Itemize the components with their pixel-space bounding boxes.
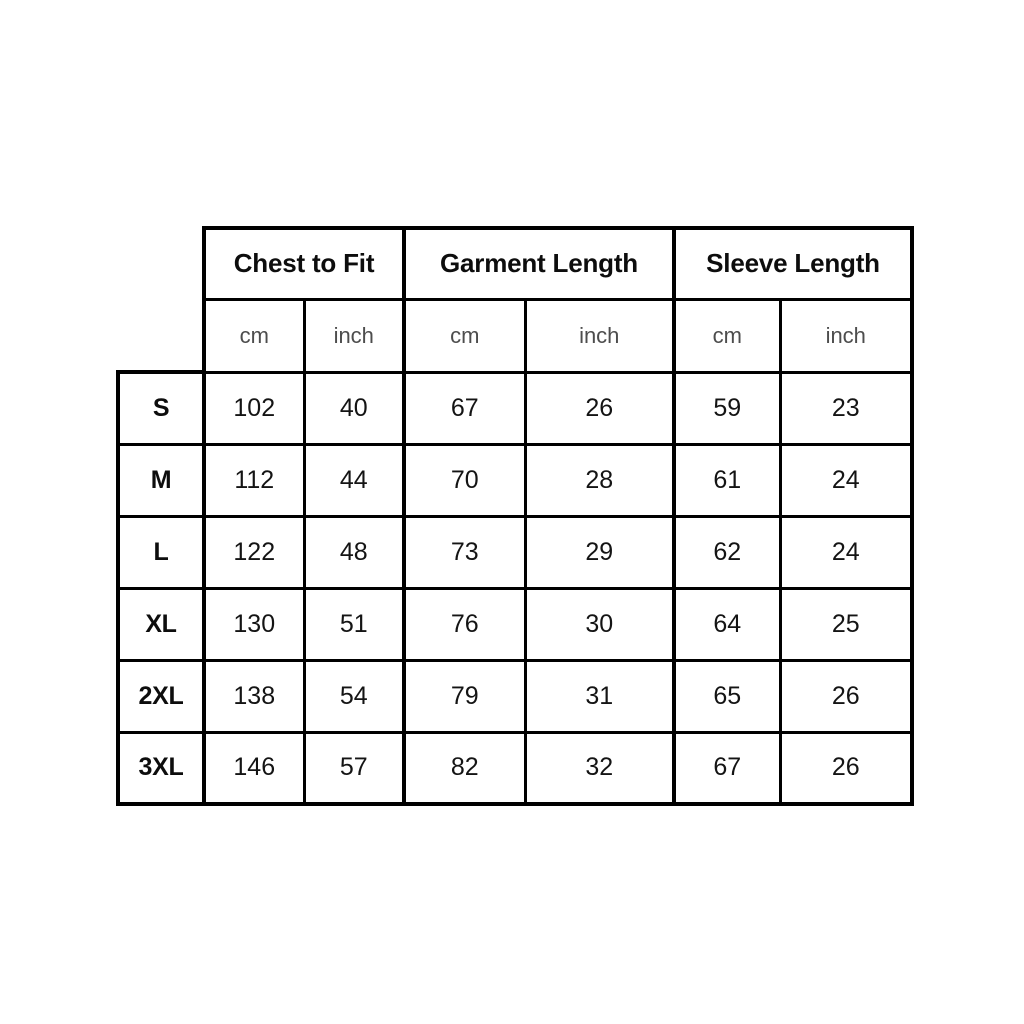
cell-chest-cm: 130: [204, 586, 306, 660]
cell-sleeve-cm: 64: [674, 586, 782, 660]
unit-header-chest-cm: cm: [202, 297, 306, 372]
table-row: 2XL 138 54 79 31 65 26: [116, 658, 914, 732]
table-header: Chest to Fit Garment Length Sleeve Lengt…: [118, 226, 914, 372]
cell-sleeve-cm: 61: [674, 442, 782, 516]
size-label-m: M: [116, 442, 206, 516]
cell-chest-cm: 112: [204, 442, 306, 516]
measurement-group-header-row: Chest to Fit Garment Length Sleeve Lengt…: [118, 226, 914, 299]
cell-garment-inch: 30: [525, 586, 676, 660]
unit-header-row: cm inch cm inch cm inch: [118, 297, 914, 372]
cell-sleeve-cm: 67: [674, 730, 782, 806]
cell-garment-cm: 76: [404, 586, 527, 660]
cell-garment-inch: 31: [525, 658, 676, 732]
cell-chest-inch: 44: [304, 442, 406, 516]
cell-chest-inch: 48: [304, 514, 406, 588]
cell-garment-inch: 29: [525, 514, 676, 588]
unit-header-sleeve-inch: inch: [780, 297, 914, 372]
table-row: XL 130 51 76 30 64 25: [116, 586, 914, 660]
cell-sleeve-cm: 65: [674, 658, 782, 732]
table-row: L 122 48 73 29 62 24: [116, 514, 914, 588]
cell-sleeve-inch: 24: [780, 514, 914, 588]
size-label-3xl: 3XL: [116, 730, 206, 806]
unit-header-garment-cm: cm: [404, 297, 527, 372]
group-header-chest-to-fit: Chest to Fit: [202, 226, 406, 299]
size-label-l: L: [116, 514, 206, 588]
cell-sleeve-inch: 26: [780, 730, 914, 806]
cell-sleeve-inch: 24: [780, 442, 914, 516]
cell-sleeve-cm: 62: [674, 514, 782, 588]
cell-garment-inch: 26: [525, 370, 676, 444]
cell-garment-cm: 82: [404, 730, 527, 806]
cell-garment-cm: 67: [404, 370, 527, 444]
cell-sleeve-cm: 59: [674, 370, 782, 444]
cell-chest-cm: 102: [204, 370, 306, 444]
cell-chest-cm: 138: [204, 658, 306, 732]
table-row: 3XL 146 57 82 32 67 26: [116, 730, 914, 806]
unit-header-chest-inch: inch: [304, 297, 406, 372]
group-header-garment-length: Garment Length: [404, 226, 676, 299]
size-label-2xl: 2XL: [116, 658, 206, 732]
cell-garment-cm: 70: [404, 442, 527, 516]
cell-chest-inch: 51: [304, 586, 406, 660]
size-chart-table: Chest to Fit Garment Length Sleeve Lengt…: [116, 226, 914, 806]
header-corner-notch: [118, 228, 204, 299]
cell-chest-inch: 40: [304, 370, 406, 444]
cell-sleeve-inch: 23: [780, 370, 914, 444]
unit-header-sleeve-cm: cm: [674, 297, 782, 372]
cell-chest-inch: 57: [304, 730, 406, 806]
size-label-xl: XL: [116, 586, 206, 660]
cell-chest-inch: 54: [304, 658, 406, 732]
unit-corner-notch: [118, 299, 204, 372]
cell-sleeve-inch: 26: [780, 658, 914, 732]
table-row: M 112 44 70 28 61 24: [116, 442, 914, 516]
size-chart-table-wrapper: Chest to Fit Garment Length Sleeve Lengt…: [116, 226, 914, 806]
cell-garment-cm: 79: [404, 658, 527, 732]
group-header-sleeve-length: Sleeve Length: [674, 226, 914, 299]
unit-header-garment-inch: inch: [525, 297, 676, 372]
cell-garment-inch: 32: [525, 730, 676, 806]
cell-chest-cm: 146: [204, 730, 306, 806]
cell-chest-cm: 122: [204, 514, 306, 588]
cell-garment-inch: 28: [525, 442, 676, 516]
cell-sleeve-inch: 25: [780, 586, 914, 660]
size-label-s: S: [116, 370, 206, 444]
table-row: S 102 40 67 26 59 23: [116, 370, 914, 444]
cell-garment-cm: 73: [404, 514, 527, 588]
table-body: S 102 40 67 26 59 23 M 112 44 70 28 61 2…: [116, 370, 914, 806]
